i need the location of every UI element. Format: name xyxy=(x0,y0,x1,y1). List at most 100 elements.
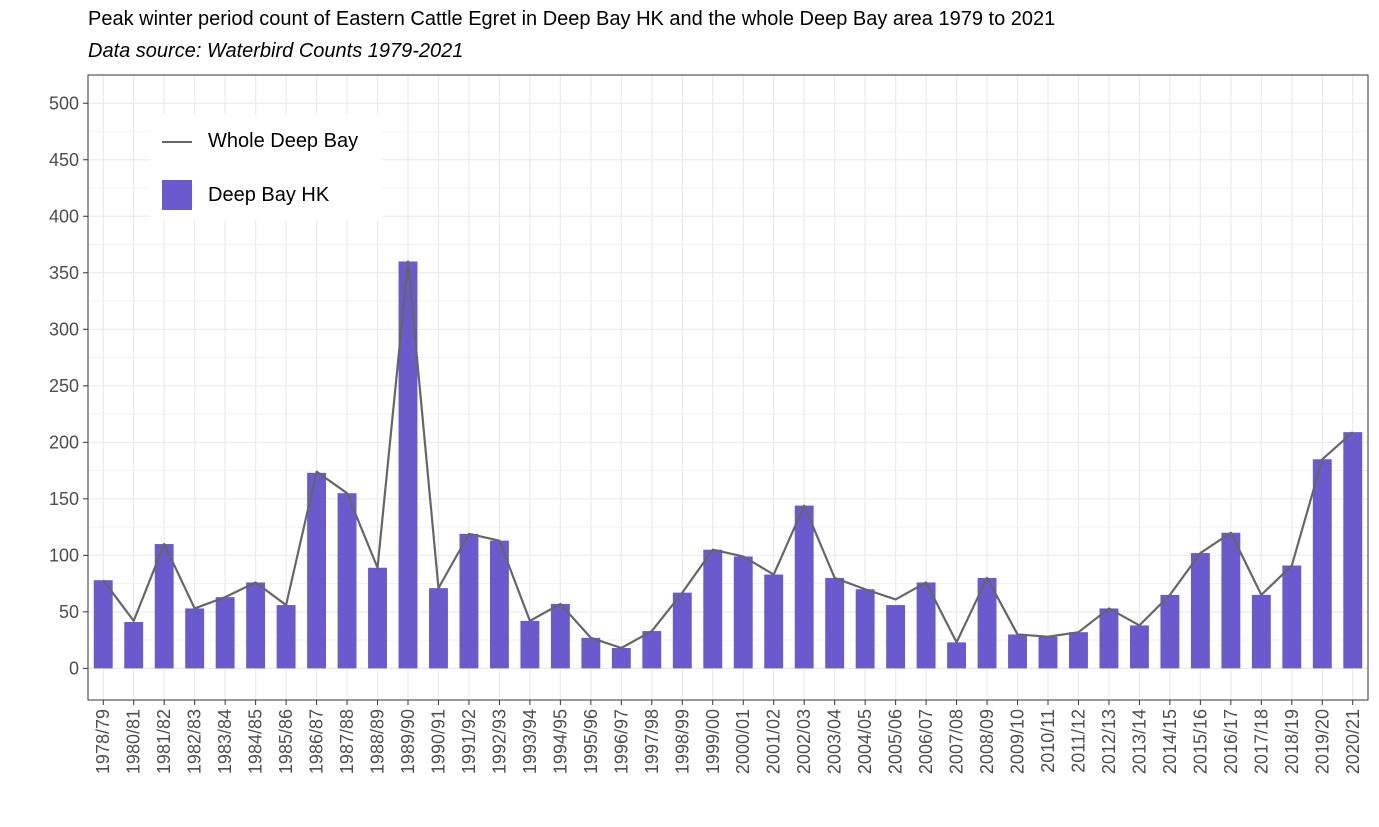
x-tick-label: 1994/95 xyxy=(550,709,570,774)
legend-bar-swatch xyxy=(162,180,192,210)
bar xyxy=(581,637,601,669)
x-tick-label: 1995/96 xyxy=(581,709,601,774)
x-tick-label: 2017/18 xyxy=(1251,709,1271,774)
bar xyxy=(733,556,753,669)
x-tick-label: 1980/81 xyxy=(124,709,144,774)
bar xyxy=(764,574,784,669)
y-tick-label: 200 xyxy=(49,432,79,452)
bar xyxy=(154,544,174,669)
y-tick-label: 500 xyxy=(49,93,79,113)
x-tick-label: 2001/02 xyxy=(764,709,784,774)
bar xyxy=(337,493,357,669)
legend-line-swatch xyxy=(162,140,192,143)
x-tick-label: 2004/05 xyxy=(855,709,875,774)
bar xyxy=(947,642,967,669)
bar xyxy=(1069,632,1088,669)
x-tick-label: 1985/86 xyxy=(276,709,296,774)
bar xyxy=(1129,625,1149,669)
y-tick-label: 300 xyxy=(49,319,79,339)
bar xyxy=(1160,594,1180,669)
bar xyxy=(185,608,205,669)
bars-layer xyxy=(93,261,1363,669)
x-tick-label: 2016/17 xyxy=(1221,709,1241,774)
x-tick-label: 2008/09 xyxy=(977,709,997,774)
bar xyxy=(1251,594,1271,669)
bar xyxy=(489,540,509,669)
x-tick-label: 2013/14 xyxy=(1129,709,1149,774)
x-tick-label: 2007/08 xyxy=(947,709,967,774)
x-tick-label: 1991/92 xyxy=(459,709,479,774)
y-tick-label: 450 xyxy=(49,150,79,170)
legend-item-deep-bay-hk: Deep Bay HK xyxy=(162,180,329,210)
x-tick-label: 2005/06 xyxy=(886,709,906,774)
bar xyxy=(307,472,327,669)
x-tick-label: 2003/04 xyxy=(825,709,845,774)
bar xyxy=(672,592,692,669)
bar xyxy=(368,567,387,669)
bar xyxy=(520,620,540,669)
x-tick-label: 1989/90 xyxy=(398,709,418,774)
x-tick-label: 1997/98 xyxy=(642,709,662,774)
bar xyxy=(1008,634,1027,669)
x-tick-label: 2002/03 xyxy=(794,709,814,774)
x-tick-label: 2015/16 xyxy=(1190,709,1210,774)
y-tick-label: 350 xyxy=(49,263,79,283)
x-tick-label: 1990/91 xyxy=(428,709,448,774)
bar xyxy=(246,582,266,669)
bar xyxy=(93,580,113,669)
x-tick-label: 1999/00 xyxy=(703,709,723,774)
bar xyxy=(886,605,906,669)
x-tick-label: 2009/10 xyxy=(1008,709,1028,774)
y-tick-label: 150 xyxy=(49,489,79,509)
x-tick-label: 1993/94 xyxy=(520,709,540,774)
x-tick-label: 1978/79 xyxy=(93,709,113,774)
line-layer xyxy=(102,260,1354,650)
legend-label: Whole Deep Bay xyxy=(208,130,359,152)
x-tick-label: 2019/20 xyxy=(1312,709,1332,774)
bar xyxy=(276,605,296,669)
x-tick-label: 2000/01 xyxy=(733,709,753,774)
bar xyxy=(1221,532,1241,669)
chart-title: Peak winter period count of Eastern Catt… xyxy=(88,8,1056,30)
bar xyxy=(429,588,448,669)
x-tick-label: 2010/11 xyxy=(1038,709,1058,773)
axes-layer: 0 50 100 150 200 250 300 350 400 450 500 1978/79 198… xyxy=(49,74,1369,774)
bar xyxy=(825,577,845,669)
x-tick-label: 1988/89 xyxy=(368,709,388,774)
bar xyxy=(215,597,235,669)
bar xyxy=(1312,459,1332,669)
x-tick-label: 2014/15 xyxy=(1160,709,1180,774)
series-line-whole-deep-bay xyxy=(102,260,1354,650)
bar xyxy=(459,533,479,669)
x-tick-label: 2011/12 xyxy=(1068,709,1088,773)
x-tick-label: 2018/19 xyxy=(1282,709,1302,774)
bar xyxy=(1099,608,1119,669)
x-tick-label: 1981/82 xyxy=(154,709,174,774)
bar xyxy=(855,589,875,669)
legend-item-whole-deep-bay: Whole Deep Bay xyxy=(162,130,358,153)
bar xyxy=(977,577,997,669)
legend-label: Deep Bay HK xyxy=(208,183,330,206)
bar xyxy=(703,549,723,669)
bar xyxy=(794,505,814,669)
bar xyxy=(1038,636,1058,669)
bar xyxy=(1282,565,1302,669)
x-tick-label: 1982/83 xyxy=(185,709,205,774)
x-tick-label: 1998/99 xyxy=(672,709,692,774)
x-tick-label: 2006/07 xyxy=(916,709,936,774)
x-tick-label: 1996/97 xyxy=(611,709,631,774)
x-tick-label: 2012/13 xyxy=(1099,709,1119,774)
x-tick-label: 2020/21 xyxy=(1343,709,1363,774)
x-tick-label: 1983/84 xyxy=(215,709,235,774)
bar xyxy=(611,648,631,669)
y-tick-label: 100 xyxy=(49,545,79,565)
y-tick-label: 400 xyxy=(49,206,79,226)
bar xyxy=(1190,553,1210,669)
bar xyxy=(642,631,662,669)
plot-panel-border xyxy=(87,74,1369,701)
x-tick-label: 1984/85 xyxy=(246,709,266,774)
bar xyxy=(124,622,144,669)
chart-subtitle: Data source: Waterbird Counts 1979-2021 xyxy=(88,40,464,62)
bar xyxy=(398,261,418,669)
y-tick-label: 250 xyxy=(49,376,79,396)
